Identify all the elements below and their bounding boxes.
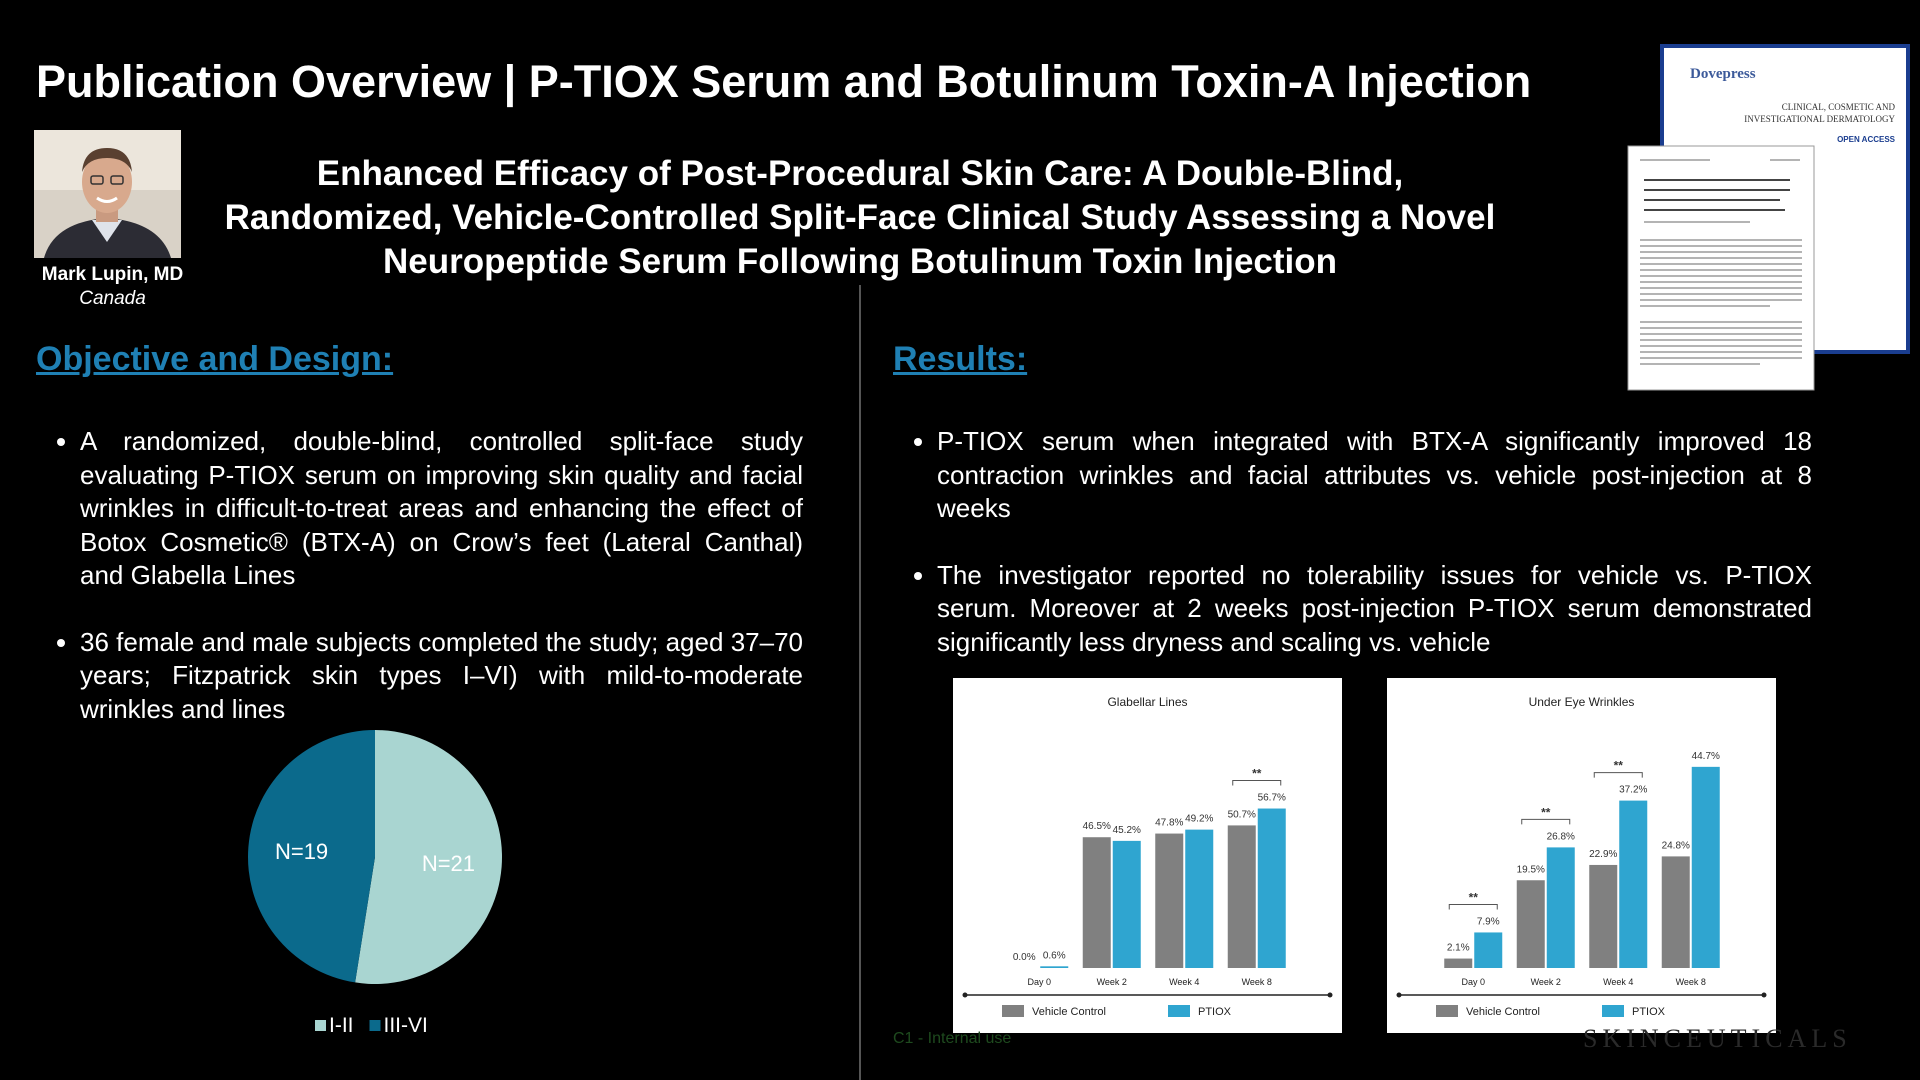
journal-name: INVESTIGATIONAL DERMATOLOGY: [1744, 114, 1895, 124]
bullet: A randomized, double-blind, controlled s…: [80, 425, 803, 593]
publication-title-line: Neuropeptide Serum Following Botulinum T…: [382, 242, 1338, 281]
legend-label: III-VI: [384, 1014, 428, 1037]
legend-label: PTIOX: [1632, 1006, 1666, 1018]
bar: [1546, 847, 1575, 968]
legend-swatch: [1168, 1005, 1190, 1017]
section-heading: Results:: [893, 340, 1028, 378]
x-axis-end: [1761, 992, 1767, 998]
bar: [1155, 833, 1184, 968]
bar-value-label: 26.8%: [1547, 831, 1575, 842]
divider: [859, 285, 861, 1080]
legend-label: Vehicle Control: [1032, 1006, 1106, 1018]
section-heading: Objective and Design:: [36, 340, 394, 378]
bar-value-label: 0.6%: [1043, 950, 1066, 961]
legend-swatch: [369, 1020, 381, 1031]
bar: [1112, 840, 1141, 968]
bullet: The investigator reported no tolerabilit…: [937, 559, 1812, 660]
bar: [1691, 766, 1720, 968]
bar-value-label: 24.8%: [1662, 840, 1690, 851]
bar: [1227, 825, 1256, 968]
bar: [1474, 932, 1503, 968]
x-tick-label: Week 4: [1603, 977, 1633, 987]
bullet: P-TIOX serum when integrated with BTX-A …: [937, 425, 1812, 526]
bar: [1185, 829, 1214, 968]
x-tick-label: Week 2: [1531, 977, 1561, 987]
significance-label: **: [1541, 805, 1551, 819]
journal-image: Dovepress CLINICAL, COSMETIC AND INVESTI…: [1627, 44, 1910, 391]
bar-chart: Under Eye Wrinkles 2.1% 7.9% Day 0 ** 19.5% 26…: [1387, 678, 1776, 1033]
significance-bracket: [1232, 780, 1282, 786]
significance-bracket: [1521, 818, 1571, 825]
classification: C1 - Internal use: [893, 1030, 1012, 1047]
presenter-location: Canada: [79, 288, 146, 309]
x-tick-label: Day 0: [1461, 977, 1485, 987]
x-tick-label: Week 8: [1676, 977, 1706, 987]
bar-value-label: 56.7%: [1258, 793, 1286, 804]
bar-value-label: 46.5%: [1083, 821, 1111, 832]
bar-chart: Glabellar Lines 0.0% 0.6% Day 0 46.5% 45.2% We…: [953, 678, 1342, 1033]
pie-slice: [247, 730, 375, 983]
bar: [1040, 966, 1069, 968]
bullet: 36 female and male subjects completed th…: [80, 626, 803, 727]
pie-label: N=21: [422, 851, 475, 876]
legend-swatch: [1602, 1005, 1624, 1017]
bar: [1619, 800, 1648, 968]
x-axis-end: [962, 992, 968, 998]
legend-label: I-II: [329, 1014, 354, 1037]
bar: [1661, 856, 1690, 968]
bar: [1257, 808, 1286, 968]
bar: [1589, 864, 1618, 968]
significance-label: **: [1252, 767, 1262, 781]
x-axis-end: [1396, 992, 1402, 998]
bar-value-label: 22.9%: [1589, 849, 1617, 860]
bar-value-label: 19.5%: [1517, 864, 1545, 875]
publication-title-line: Enhanced Efficacy of Post-Procedural Ski…: [316, 154, 1404, 193]
publication-title-line: Randomized, Vehicle-Controlled Split-Fac…: [224, 198, 1496, 237]
significance-label: **: [1469, 890, 1479, 904]
bar: [1082, 837, 1111, 968]
bar-value-label: 37.2%: [1619, 785, 1647, 796]
journal-access: OPEN ACCESS: [1837, 135, 1896, 144]
journal-name: CLINICAL, COSMETIC AND: [1782, 102, 1896, 112]
publication-title: Enhanced Efficacy of Post-Procedural Ski…: [200, 152, 1520, 284]
bar-value-label: 49.2%: [1185, 814, 1213, 825]
bar-value-label: 50.7%: [1228, 809, 1256, 820]
x-tick-label: Week 8: [1242, 977, 1272, 987]
pie-slice: [355, 730, 502, 984]
bar-value-label: 45.2%: [1113, 825, 1141, 836]
significance-bracket: [1593, 772, 1643, 778]
results-bullets: P-TIOX serum when integrated with BTX-A …: [893, 425, 1812, 692]
bar: [1444, 958, 1473, 968]
bar-value-label: 0.0%: [1013, 952, 1036, 963]
pie-chart: N=21 N=19 I-II III-VI: [247, 730, 502, 1037]
x-tick-label: Week 4: [1169, 977, 1199, 987]
bar-value-label: 7.9%: [1477, 916, 1500, 927]
x-tick-label: Week 2: [1097, 977, 1127, 987]
journal-publisher: Dovepress: [1690, 66, 1756, 82]
x-tick-label: Day 0: [1027, 977, 1051, 987]
chart-title: Under Eye Wrinkles: [1529, 695, 1635, 709]
bar-value-label: 44.7%: [1692, 751, 1720, 762]
brand-logo: SKINCEUTICALS: [1583, 1024, 1852, 1053]
slide-title: Publication Overview | P-TIOX Serum and …: [36, 56, 1532, 107]
presenter-photo: [34, 130, 181, 258]
objective-bullets: A randomized, double-blind, controlled s…: [36, 425, 803, 759]
bar-value-label: 2.1%: [1447, 943, 1470, 954]
presenter-name: Mark Lupin, MD: [41, 264, 184, 285]
chart-title: Glabellar Lines: [1107, 695, 1187, 709]
legend-swatch: [315, 1020, 326, 1031]
legend-swatch: [1436, 1005, 1458, 1017]
legend-label: PTIOX: [1198, 1006, 1232, 1018]
significance-label: **: [1614, 759, 1624, 773]
x-axis-end: [1327, 992, 1333, 998]
pie-label: N=19: [275, 839, 328, 864]
bar-value-label: 47.8%: [1155, 818, 1183, 829]
legend-swatch: [1002, 1005, 1024, 1017]
legend-label: Vehicle Control: [1466, 1006, 1540, 1018]
bar: [1516, 880, 1545, 968]
significance-bracket: [1448, 903, 1498, 910]
